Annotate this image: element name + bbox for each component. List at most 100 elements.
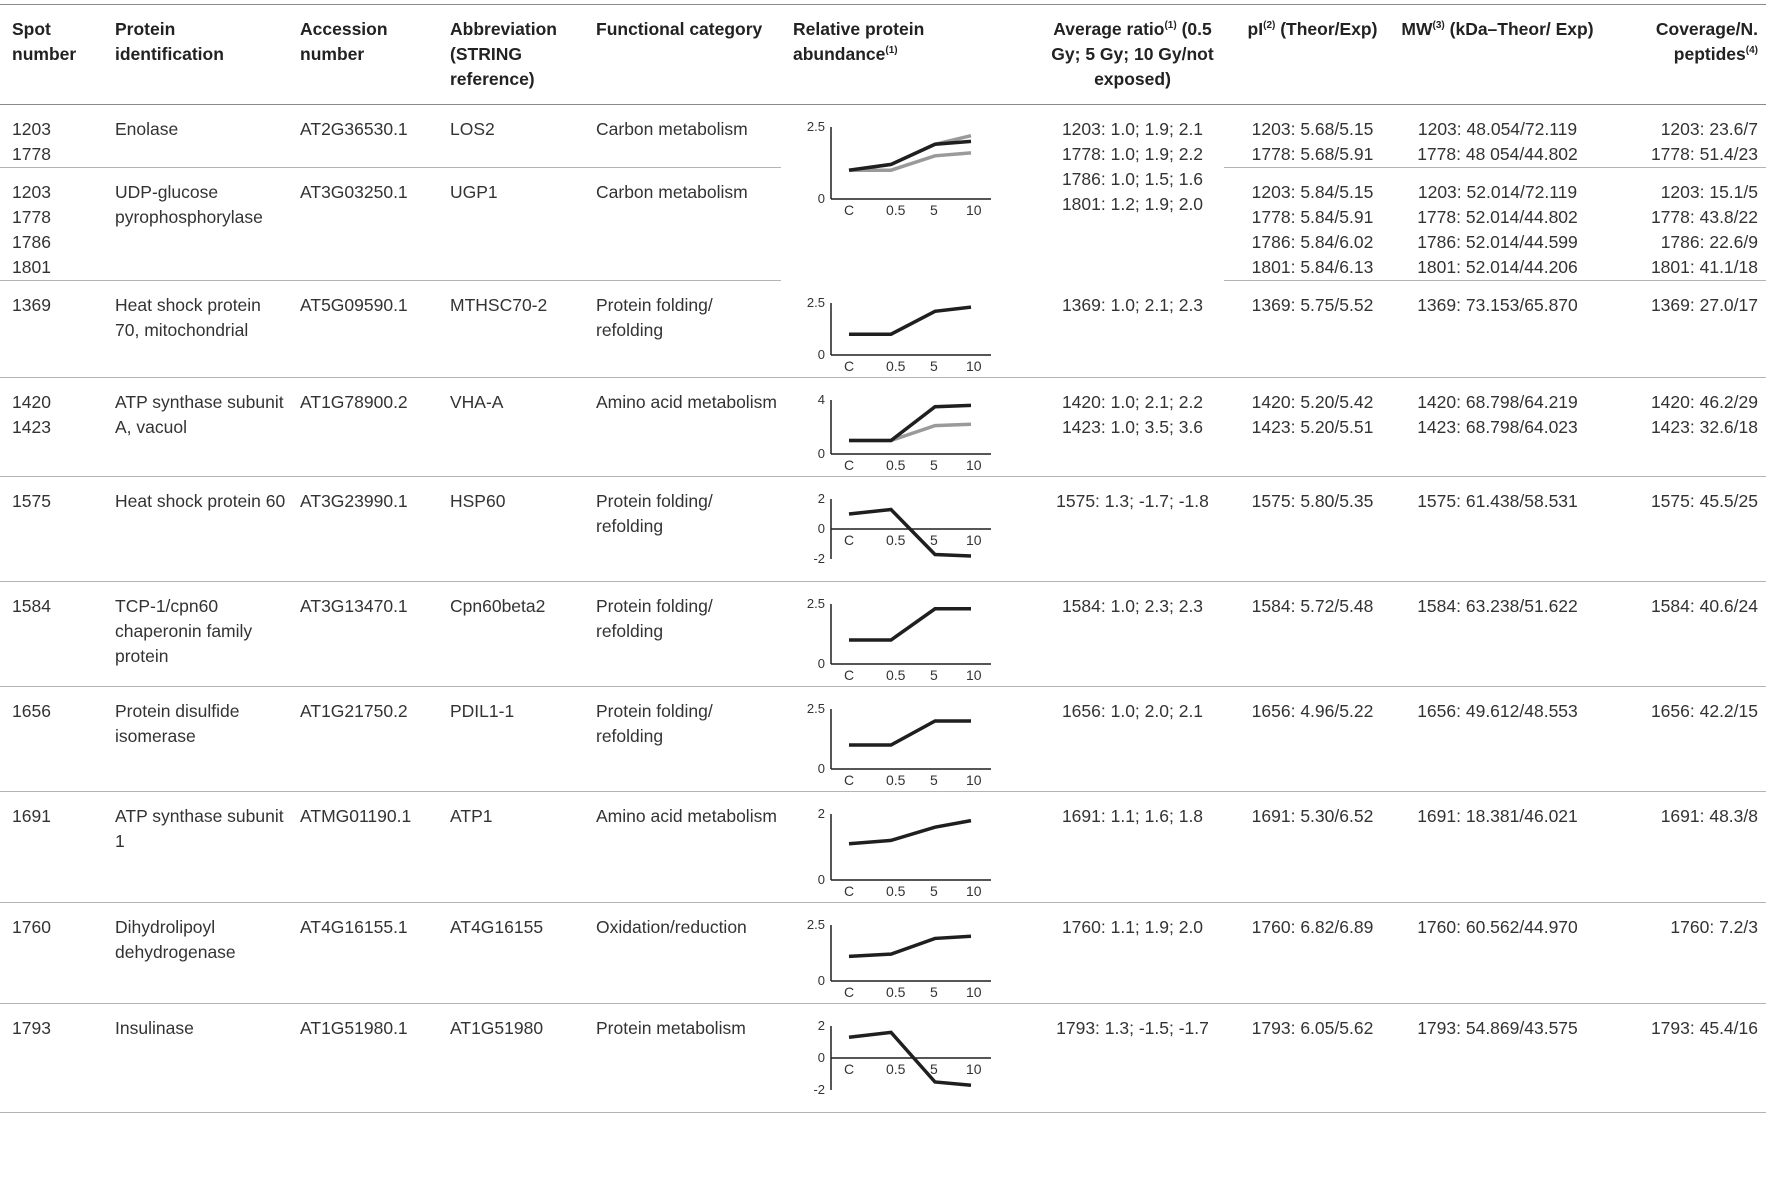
chart-x-tick-label: 5 — [930, 984, 938, 1000]
header-mw: MW(3) (kDa–Theor/ Exp) — [1389, 4, 1594, 105]
abundance-chart: C 0.5 5 10 0 2.5 — [807, 295, 991, 374]
header-category: Functional category — [584, 4, 781, 105]
chart-x-tick-label: 10 — [966, 457, 982, 473]
mw-cell: 1203: 52.014/72.119 1778: 52.014/44.802 17… — [1389, 167, 1594, 281]
abundance-chart-wrap: C 0.5 5 10 0 2.5 — [801, 915, 1029, 1003]
chart-x-tick-label: 0.5 — [886, 667, 906, 683]
protein-cell: TCP-1/cpn60 chaperonin family protein — [103, 581, 288, 687]
chart-x-tick-label: 5 — [930, 532, 938, 548]
protein-cell: Insulinase — [103, 1003, 288, 1113]
coverage-cell-line: 1656: 42.2/15 — [1650, 700, 1758, 721]
header-spot: Spot number — [0, 4, 103, 105]
header-row: Spot number Protein identification Acces… — [0, 4, 1766, 105]
chart-y-tick-label: -2 — [813, 1082, 825, 1097]
chart-y-tick-label: 2 — [818, 1018, 825, 1033]
chart-x-tick-label: 10 — [966, 984, 982, 1000]
header-mw-text: MW — [1401, 19, 1433, 39]
abundance-chart-wrap: C 0.5 5 10 0 2.5 — [801, 594, 1029, 686]
spot-cell-lines: 1575 — [12, 489, 103, 514]
coverage-cell-lines: 1369: 27.0/17 — [1606, 293, 1758, 318]
category-cell: Amino acid metabolism — [584, 377, 781, 477]
ratio-cell-lines: 1420: 1.0; 2.1; 2.2 1423: 1.0; 3.5; 3.6 — [1041, 390, 1224, 440]
spot-cell-line: 1786 — [12, 232, 51, 252]
chart-series-line — [849, 718, 971, 747]
header-mw-rest: (kDa–Theor/ Exp) — [1444, 19, 1594, 39]
spot-cell-lines: 1760 — [12, 915, 103, 940]
mw-cell-line: 1423: 68.798/64.023 — [1417, 416, 1578, 437]
spot-cell-lines: 1656 — [12, 699, 103, 724]
pi-cell-lines: 1369: 5.75/5.52 — [1236, 293, 1389, 318]
header-abundance-sup: (1) — [885, 45, 898, 57]
pi-cell-lines: 1691: 5.30/6.52 — [1236, 804, 1389, 829]
pi-cell-lines: 1420: 5.20/5.42 1423: 5.20/5.51 — [1236, 390, 1389, 440]
chart-x-tick-label: 5 — [930, 667, 938, 683]
coverage-cell-line: 1691: 48.3/8 — [1660, 805, 1758, 826]
ratio-cell-lines: 1575: 1.3; -1.7; -1.8 — [1041, 489, 1224, 514]
spot-cell-lines: 1691 — [12, 804, 103, 829]
accession-cell: AT3G23990.1 — [288, 476, 438, 582]
chart-series-line — [848, 818, 972, 845]
spot-cell: 1203 1778 — [0, 104, 103, 168]
mw-cell-line: 1584: 63.238/51.622 — [1417, 595, 1578, 616]
spot-cell-lines: 1793 — [12, 1016, 103, 1041]
spot-cell-line: 1203 — [12, 182, 51, 202]
coverage-cell-lines: 1203: 23.6/7 1778: 51.4/23 — [1606, 117, 1758, 167]
coverage-cell-line: 1584: 40.6/24 — [1650, 595, 1758, 616]
coverage-cell-line: 1801: 41.1/18 — [1650, 257, 1758, 277]
chart-x-tick-label: 5 — [930, 1061, 938, 1077]
chart-x-tick-label: 10 — [966, 667, 982, 683]
mw-cell: 1575: 61.438/58.531 — [1389, 476, 1594, 582]
coverage-cell-lines: 1203: 15.1/5 1778: 43.8/22 1786: 22.6/9 180… — [1606, 180, 1758, 280]
pi-cell: 1760: 6.82/6.89 — [1224, 902, 1389, 1004]
header-abundance: Relative protein abundance(1) — [781, 4, 1029, 105]
ratio-cell-lines: 1584: 1.0; 2.3; 2.3 — [1041, 594, 1224, 619]
pi-cell: 1203: 5.68/5.15 1778: 5.68/5.91 — [1224, 104, 1389, 168]
chart-x-tick-label: 5 — [930, 358, 938, 374]
pi-cell-line: 1203: 5.68/5.15 — [1251, 119, 1374, 139]
header-ratio: Average ratio(1) (0.5 Gy; 5 Gy; 10 Gy/no… — [1029, 4, 1224, 105]
spot-cell-lines: 1369 — [12, 293, 103, 318]
abbreviation-cell: LOS2 — [438, 104, 584, 168]
chart-x-tick-label: 10 — [966, 772, 982, 788]
chart-y-tick-label: 0 — [818, 761, 825, 776]
chart-y-tick-label: 0 — [818, 521, 825, 536]
protein-cell: Dihydrolipoyl dehydrogenase — [103, 902, 288, 1004]
abundance-chart: C 0.5 5 10 0 2.5 — [807, 701, 991, 788]
chart-y-tick-label: 0 — [818, 872, 825, 887]
ratio-cell-lines: 1203: 1.0; 1.9; 2.1 1778: 1.0; 1.9; 2.2 17… — [1041, 117, 1224, 217]
table-body: 1203 1778 Enolase AT2G36530.1 LOS2 Carbon met… — [0, 104, 1766, 1113]
abbreviation-cell: AT4G16155 — [438, 902, 584, 1004]
accession-cell: ATMG01190.1 — [288, 791, 438, 903]
pi-cell-lines: 1656: 4.96/5.22 — [1236, 699, 1389, 724]
spot-cell-lines: 1203 1778 1786 1801 — [12, 180, 103, 280]
chart-y-tick-label: 2.5 — [807, 917, 825, 932]
accession-cell: AT3G13470.1 — [288, 581, 438, 687]
header-coverage-text: Coverage/N. peptides — [1655, 19, 1758, 64]
header-pi-sup: (2) — [1263, 20, 1276, 32]
chart-series-line — [848, 139, 972, 172]
header-mw-sup: (3) — [1432, 20, 1445, 32]
coverage-cell: 1203: 23.6/7 1778: 51.4/23 — [1594, 104, 1766, 168]
header-abbreviation: Abbreviation (STRING reference) — [438, 4, 584, 105]
spot-cell: 1691 — [0, 791, 103, 903]
accession-cell: AT1G51980.1 — [288, 1003, 438, 1113]
pi-cell-lines: 1793: 6.05/5.62 — [1236, 1016, 1389, 1041]
category-cell: Carbon metabolism — [584, 167, 781, 281]
pi-cell-lines: 1203: 5.84/5.15 1778: 5.84/5.91 1786: 5.84… — [1236, 180, 1389, 280]
chart-y-tick-label: 0 — [818, 446, 825, 461]
table-row: 1691 ATP synthase subunit 1 ATMG01190.1 ATP… — [0, 791, 1766, 903]
pi-cell-line: 1760: 6.82/6.89 — [1251, 916, 1374, 937]
ratio-cell-lines: 1369: 1.0; 2.1; 2.3 — [1041, 293, 1224, 318]
header-pi-text: pI — [1247, 19, 1264, 39]
coverage-cell-lines: 1793: 45.4/16 — [1606, 1016, 1758, 1041]
coverage-cell-lines: 1584: 40.6/24 — [1606, 594, 1758, 619]
ratio-cell-line: 1656: 1.0; 2.0; 2.1 — [1061, 700, 1204, 721]
chart-y-tick-label: 0 — [818, 656, 825, 671]
ratio-cell-line: 1423: 1.0; 3.5; 3.6 — [1061, 416, 1204, 437]
mw-cell-lines: 1420: 68.798/64.219 1423: 68.798/64.023 — [1401, 390, 1594, 440]
coverage-cell-line: 1203: 23.6/7 — [1660, 119, 1758, 139]
spot-cell-line: 1423 — [12, 416, 51, 437]
chart-series-line — [848, 933, 972, 958]
ratio-cell-line: 1793: 1.3; -1.5; -1.7 — [1056, 1017, 1209, 1038]
chart-x-tick-label: 10 — [966, 1061, 982, 1077]
